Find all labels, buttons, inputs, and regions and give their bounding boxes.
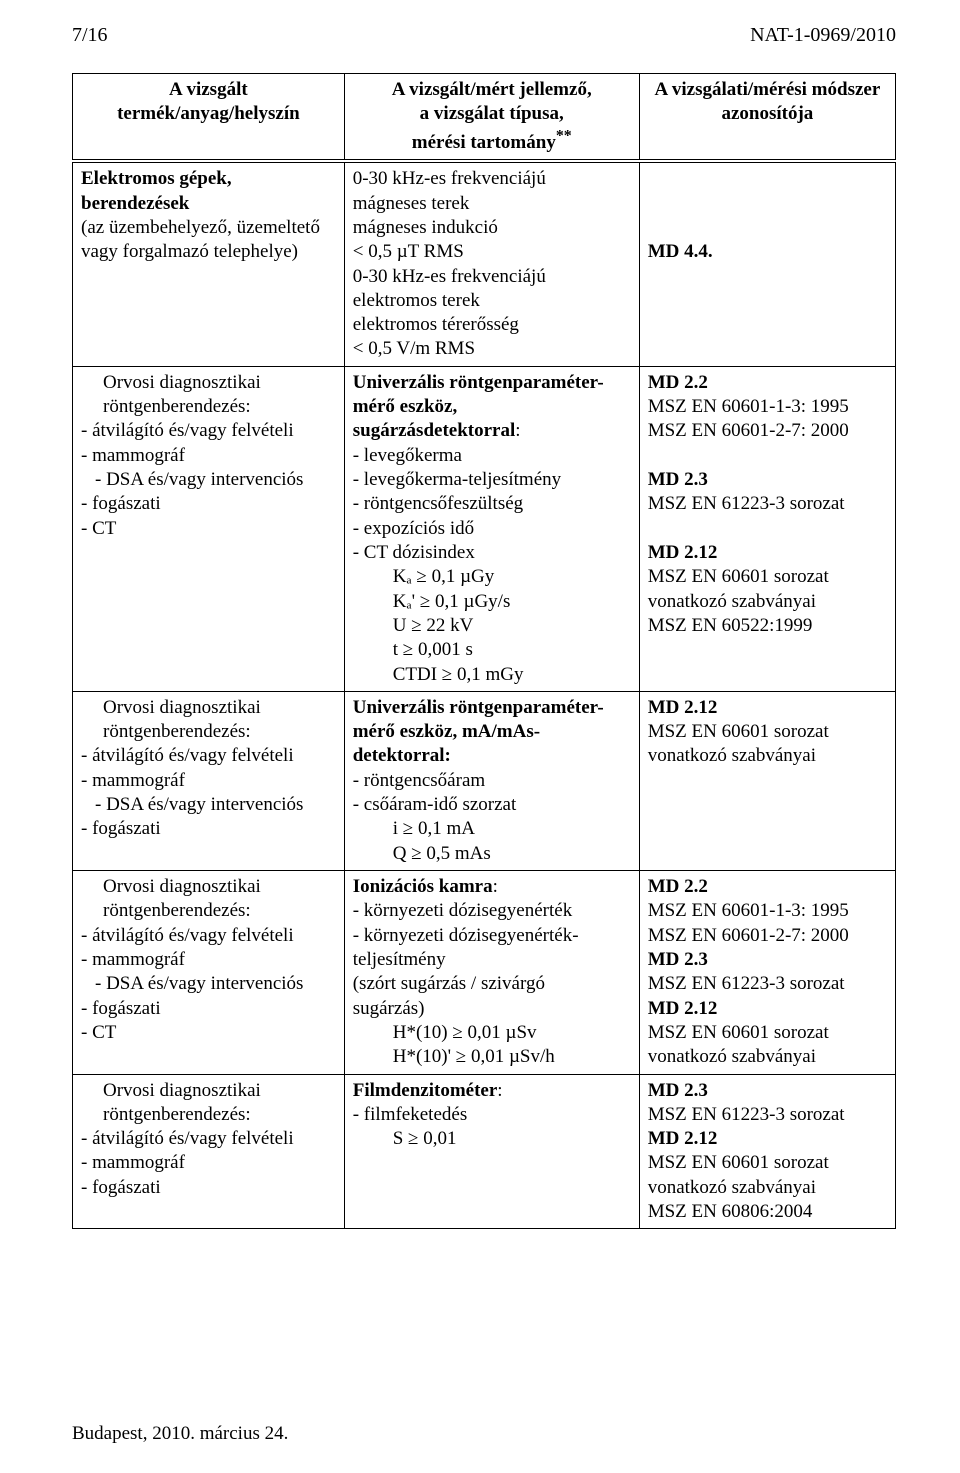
table-row: Orvosi diagnosztikai röntgenberendezés: … bbox=[73, 1074, 896, 1229]
cell-c3: MD 2.2 MSZ EN 60601-1-3: 1995 MSZ EN 606… bbox=[639, 366, 895, 691]
cell-c1: Orvosi diagnosztikai röntgenberendezés: … bbox=[73, 691, 345, 870]
table-row: Orvosi diagnosztikai röntgenberendezés: … bbox=[73, 691, 896, 870]
footer: Budapest, 2010. március 24. bbox=[72, 1423, 288, 1445]
cell-c3: MD 2.12 MSZ EN 60601 sorozat vonatkozó s… bbox=[639, 691, 895, 870]
table-head-row: A vizsgált termék/anyag/helyszín A vizsg… bbox=[73, 74, 896, 162]
cell-c2: 0-30 kHz-es frekvenciájú mágneses terek … bbox=[344, 161, 639, 366]
cell-c2: Ionizációs kamra: - környezeti dózisegye… bbox=[344, 871, 639, 1075]
table-row: Orvosi diagnosztikai röntgenberendezés: … bbox=[73, 366, 896, 691]
cell-c3: MD 2.2 MSZ EN 60601-1-3: 1995 MSZ EN 606… bbox=[639, 871, 895, 1075]
cell-c1: Orvosi diagnosztikai röntgenberendezés: … bbox=[73, 366, 345, 691]
cell-c2: Univerzális röntgenparaméter- mérő eszkö… bbox=[344, 366, 639, 691]
cell-c3: MD 2.3 MSZ EN 61223-3 sorozat MD 2.12 MS… bbox=[639, 1074, 895, 1229]
cell-c1: Elektromos gépek, berendezések (az üzemb… bbox=[73, 161, 345, 366]
main-table: A vizsgált termék/anyag/helyszín A vizsg… bbox=[72, 73, 896, 1229]
col2-header: A vizsgált/mért jellemző, a vizsgálat tí… bbox=[344, 74, 639, 162]
cell-c3: MD 4.4. bbox=[639, 161, 895, 366]
table-row: Elektromos gépek, berendezések (az üzemb… bbox=[73, 161, 896, 366]
table-row: Orvosi diagnosztikai röntgenberendezés: … bbox=[73, 871, 896, 1075]
cell-c2: Univerzális röntgenparaméter- mérő eszkö… bbox=[344, 691, 639, 870]
cell-c1: Orvosi diagnosztikai röntgenberendezés: … bbox=[73, 871, 345, 1075]
col3-header: A vizsgálati/mérési módszer azonosítója bbox=[639, 74, 895, 162]
page-number: 7/16 bbox=[72, 24, 108, 47]
doc-id: NAT-1-0969/2010 bbox=[750, 24, 896, 47]
page-header: 7/16 NAT-1-0969/2010 bbox=[72, 24, 896, 47]
col1-header: A vizsgált termék/anyag/helyszín bbox=[73, 74, 345, 162]
cell-c2: Filmdenzitométer: - filmfeketedés S ≥ 0,… bbox=[344, 1074, 639, 1229]
cell-c1: Orvosi diagnosztikai röntgenberendezés: … bbox=[73, 1074, 345, 1229]
